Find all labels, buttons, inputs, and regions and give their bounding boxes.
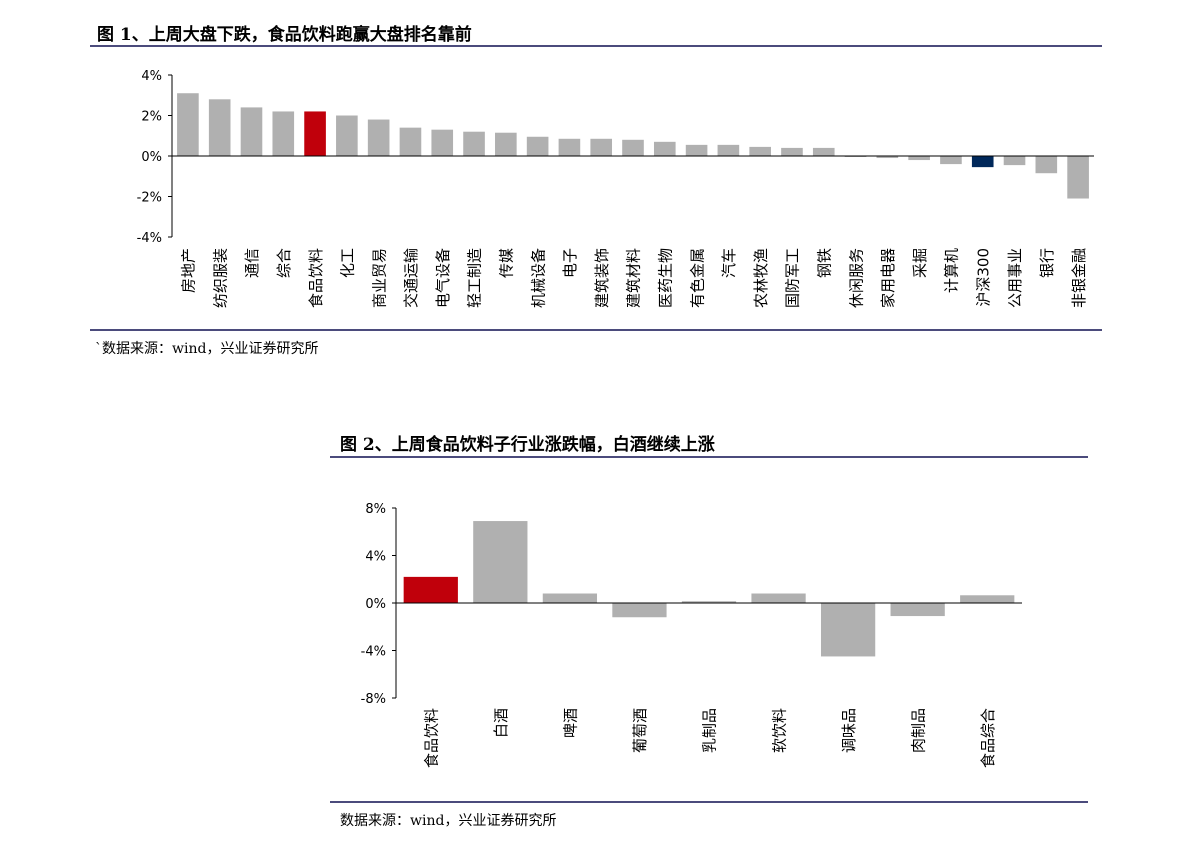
chart1-bar	[876, 156, 899, 159]
figure1-bottom-rule	[90, 329, 1102, 331]
chart1-category-label: 食品饮料	[307, 248, 325, 308]
chart1-bar	[431, 129, 454, 156]
chart1-bar	[908, 156, 930, 161]
chart1-bar	[272, 111, 295, 156]
chart1-category-label: 通信	[243, 248, 261, 278]
chart1-category-label: 商业贸易	[370, 248, 388, 308]
chart1-bar	[749, 146, 771, 156]
chart1-category-label: 银行	[1038, 248, 1056, 278]
chart1-bar	[240, 107, 263, 156]
chart1-category-label: 轻工制造	[466, 248, 484, 308]
chart1-category-label: 建筑装饰	[593, 248, 611, 308]
chart1-bar	[1067, 156, 1089, 199]
figure2-bottom-rule	[330, 801, 1088, 803]
chart1-category-label: 电气设备	[434, 248, 452, 308]
chart1-category-label: 公用事业	[1006, 248, 1024, 308]
chart1-y-tick-label: 4%	[141, 69, 162, 84]
chart1-bar	[399, 127, 422, 156]
chart1-category-label: 机械设备	[529, 248, 547, 308]
chart1-category-label: 休闲服务	[847, 248, 865, 308]
figure2-title: 图 2、上周食品饮料子行业涨跌幅，白酒继续上涨	[340, 435, 715, 455]
chart1-y-tick-label: 0%	[141, 150, 162, 165]
chart1-bar	[622, 139, 644, 156]
figure1-title: 图 1、上周大盘下跌，食品饮料跑赢大盘排名靠前	[97, 25, 472, 45]
chart1-bar	[367, 119, 390, 156]
figure1-title-rule	[90, 45, 1102, 47]
chart1-bar	[781, 147, 803, 156]
chart1-category-label: 房地产	[180, 248, 198, 293]
chart1-bar	[971, 156, 994, 168]
chart1-bar	[1003, 156, 1026, 166]
figure1-source: `数据来源：wind，兴业证券研究所	[95, 341, 319, 357]
chart1-category-label: 电子	[561, 248, 579, 278]
chart1-bar	[526, 136, 549, 156]
chart1-category-label: 农林牧渔	[752, 248, 770, 308]
chart1-category-label: 交通运输	[402, 248, 420, 308]
chart1-bar	[590, 138, 613, 156]
chart1-category-label: 建筑材料	[625, 248, 643, 308]
chart1-y-tick-label: 2%	[141, 110, 162, 125]
chart1-bar	[208, 99, 231, 156]
chart1-category-label: 沪深300	[974, 248, 992, 307]
chart1-bar	[1035, 156, 1058, 174]
chart1-category-label: 国防军工	[784, 248, 802, 308]
chart1-category-label: 非银金融	[1070, 248, 1088, 308]
chart1-bar	[685, 144, 708, 156]
figure2-title-rule	[330, 456, 1088, 458]
chart1-category-label: 纺织服装	[211, 248, 229, 308]
chart1-category-label: 有色金属	[688, 248, 706, 308]
chart1-bar	[336, 115, 358, 156]
chart1-category-label: 计算机	[943, 248, 961, 293]
chart1-category-label: 钢铁	[815, 248, 833, 278]
chart1-category-label: 采掘	[911, 248, 929, 278]
figure2-source: 数据来源：wind，兴业证券研究所	[340, 813, 557, 829]
chart1-bar	[304, 111, 326, 156]
chart1-bar	[177, 93, 199, 156]
chart1-category-label: 家用电器	[879, 248, 897, 308]
chart1-y-tick-label: -4%	[137, 231, 162, 246]
chart1-bar	[940, 156, 962, 165]
chart1-y-tick-label: -2%	[137, 191, 162, 206]
chart1-category-label: 医药生物	[656, 248, 674, 308]
chart1-bar	[717, 144, 740, 156]
chart1-category-label: 传媒	[498, 248, 516, 278]
chart1-category-label: 化工	[339, 248, 357, 278]
chart1-bar	[463, 131, 485, 156]
chart1-category-label: 汽车	[720, 248, 738, 278]
chart1-bar	[558, 138, 581, 156]
chart1-bar	[812, 147, 835, 156]
chart1-category-label: 综合	[275, 248, 293, 278]
chart1-bar	[653, 141, 676, 156]
chart1-bar	[495, 132, 517, 156]
